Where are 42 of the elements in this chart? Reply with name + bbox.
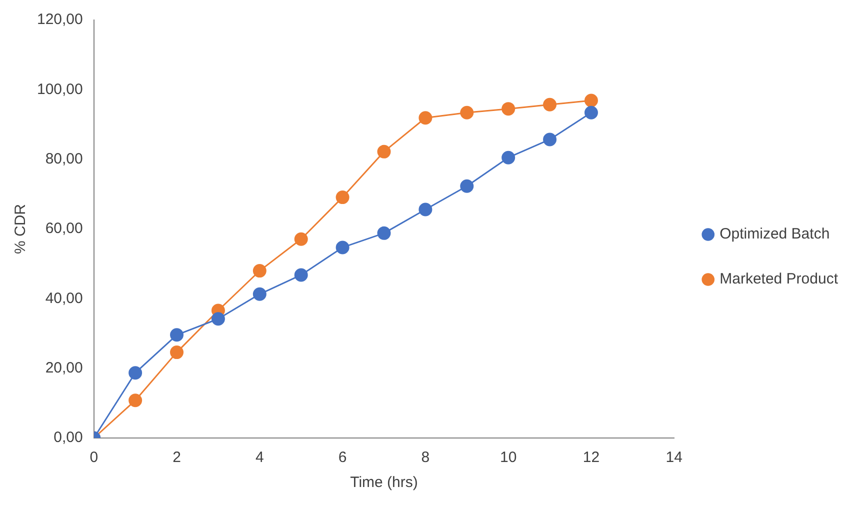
y-axis-title: % CDR (12, 204, 30, 254)
point (584, 106, 598, 120)
point (584, 94, 598, 108)
point (418, 202, 432, 216)
point (336, 190, 350, 204)
point (377, 144, 391, 158)
x-tick-label: 0 (90, 449, 98, 466)
y-tick-label: 20,00 (45, 359, 83, 376)
point (294, 232, 308, 246)
point (252, 264, 266, 278)
point (460, 106, 474, 120)
point (502, 150, 516, 164)
point (128, 394, 142, 408)
y-tick-label: 120,00 (36, 11, 83, 28)
point (543, 132, 557, 146)
legend-label: Optimized Batch (720, 226, 830, 243)
y-tick-label: 0,00 (54, 429, 83, 446)
point (543, 98, 557, 112)
point (460, 179, 474, 193)
x-tick-label: 2 (172, 449, 181, 466)
point (418, 111, 432, 125)
x-axis-title: Time (hrs) (350, 474, 418, 492)
point (502, 102, 516, 116)
point (170, 328, 184, 342)
x-tick-label: 12 (582, 449, 600, 466)
point (377, 226, 391, 240)
x-tick-label: 14 (666, 449, 682, 466)
x-tick-label: 10 (500, 449, 517, 466)
x-tick-label: 8 (421, 449, 430, 466)
point (128, 366, 142, 380)
y-tick-label: 60,00 (45, 220, 83, 238)
y-tick-label: 100,00 (36, 80, 83, 98)
point (170, 346, 184, 360)
point (294, 268, 308, 282)
point (252, 287, 266, 301)
y-tick-label: 80,00 (45, 150, 83, 168)
legend-label: Marketed Product (720, 270, 839, 288)
y-tick-label: 40,00 (45, 290, 83, 307)
point (211, 312, 225, 326)
x-tick-label: 4 (255, 449, 264, 466)
x-tick-label: 6 (338, 449, 347, 466)
point (336, 240, 350, 254)
